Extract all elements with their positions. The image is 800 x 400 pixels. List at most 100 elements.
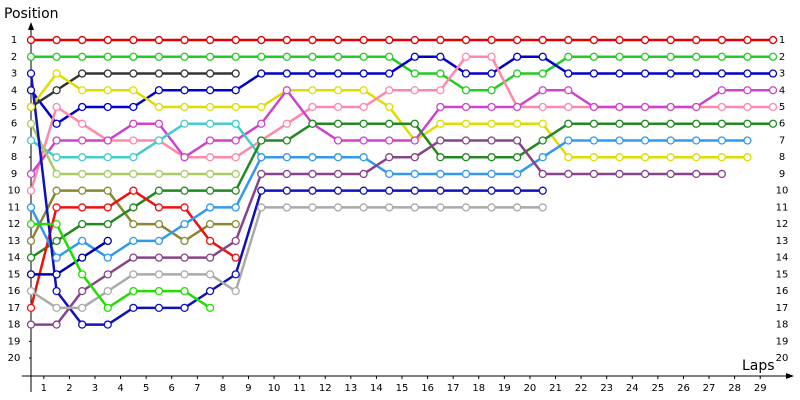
lap-marker bbox=[103, 320, 112, 329]
lap-marker bbox=[436, 136, 445, 145]
x-tick-label: 15 bbox=[396, 383, 409, 394]
y-tick-label: 6 bbox=[11, 119, 17, 130]
lap-marker bbox=[257, 102, 266, 112]
lap-marker bbox=[410, 86, 419, 95]
lap-marker bbox=[615, 102, 624, 112]
lap-marker bbox=[666, 35, 675, 45]
lap-marker bbox=[666, 102, 675, 112]
lap-marker bbox=[538, 86, 547, 95]
lap-marker bbox=[359, 153, 368, 162]
lap-marker bbox=[52, 169, 61, 179]
lap-marker bbox=[282, 52, 292, 61]
lap-marker bbox=[205, 303, 215, 312]
lap-marker bbox=[26, 303, 36, 312]
lap-marker bbox=[385, 186, 394, 195]
lap-marker bbox=[205, 286, 215, 296]
lap-marker bbox=[410, 35, 419, 45]
lap-marker bbox=[461, 119, 471, 128]
lap-marker bbox=[205, 270, 215, 279]
lap-marker bbox=[461, 52, 471, 61]
lap-marker bbox=[640, 35, 650, 45]
lap-marker bbox=[78, 169, 87, 179]
lap-marker bbox=[512, 186, 522, 195]
lap-marker bbox=[103, 220, 112, 229]
lap-marker bbox=[282, 35, 292, 45]
lap-marker bbox=[743, 153, 752, 162]
lap-marker bbox=[180, 253, 189, 262]
y-tick-label: 12 bbox=[8, 219, 21, 230]
lap-marker bbox=[666, 136, 675, 145]
lap-marker bbox=[589, 136, 599, 145]
lap-marker bbox=[640, 52, 650, 61]
lap-marker bbox=[538, 186, 547, 195]
lap-marker bbox=[26, 52, 36, 61]
lap-marker bbox=[52, 270, 61, 279]
lap-marker bbox=[538, 102, 547, 112]
lap-marker bbox=[52, 35, 61, 45]
lap-marker bbox=[103, 186, 112, 195]
y-tick-label-right: 13 bbox=[776, 236, 789, 247]
lap-marker bbox=[52, 203, 61, 212]
lap-marker bbox=[231, 203, 240, 212]
lap-marker bbox=[154, 102, 164, 112]
lap-marker bbox=[78, 270, 87, 279]
x-tick-label: 4 bbox=[117, 383, 123, 394]
series-line bbox=[29, 123, 236, 176]
lap-marker bbox=[615, 35, 624, 45]
lap-marker bbox=[692, 69, 701, 78]
lap-marker bbox=[129, 136, 138, 145]
lap-marker bbox=[564, 102, 573, 112]
lap-marker bbox=[154, 303, 164, 312]
lap-marker bbox=[333, 102, 343, 112]
lap-marker bbox=[231, 253, 240, 262]
lap-marker bbox=[359, 35, 368, 45]
lap-marker bbox=[231, 286, 240, 296]
lap-marker bbox=[538, 169, 547, 179]
lap-marker bbox=[180, 35, 189, 45]
lap-marker bbox=[385, 86, 394, 95]
lap-marker bbox=[154, 119, 164, 128]
series-line bbox=[30, 71, 748, 159]
lap-marker bbox=[436, 169, 445, 179]
lap-marker bbox=[129, 286, 138, 296]
lap-marker bbox=[180, 186, 189, 195]
y-tick-label: 11 bbox=[8, 202, 21, 213]
lap-marker bbox=[257, 35, 266, 45]
lap-marker bbox=[564, 169, 573, 179]
x-tick-label: 24 bbox=[626, 383, 639, 394]
x-tick-label: 1 bbox=[41, 383, 47, 394]
lap-marker bbox=[282, 69, 292, 78]
lap-marker bbox=[564, 153, 573, 162]
lap-marker bbox=[180, 270, 189, 279]
lap-marker bbox=[154, 69, 164, 78]
lap-marker bbox=[538, 136, 547, 145]
y-tick-label-right: 19 bbox=[776, 336, 789, 347]
y-tick-label-right: 12 bbox=[776, 219, 789, 230]
lap-marker bbox=[385, 102, 394, 112]
lap-marker bbox=[436, 52, 445, 61]
lap-marker bbox=[26, 136, 36, 145]
lap-marker bbox=[589, 102, 599, 112]
lap-marker bbox=[461, 153, 471, 162]
lap-marker bbox=[333, 203, 343, 212]
lap-marker bbox=[308, 86, 317, 95]
lap-marker bbox=[78, 153, 87, 162]
y-tick-label-right: 6 bbox=[779, 119, 785, 130]
lap-marker bbox=[640, 169, 650, 179]
lap-marker bbox=[205, 35, 215, 45]
lap-marker bbox=[180, 236, 189, 246]
lap-marker bbox=[129, 270, 138, 279]
lap-marker bbox=[436, 35, 445, 45]
lap-marker bbox=[512, 136, 522, 145]
lap-marker bbox=[180, 169, 189, 179]
y-tick-label: 5 bbox=[11, 102, 17, 113]
lap-marker bbox=[768, 102, 778, 112]
lap-marker bbox=[78, 69, 87, 78]
lap-marker bbox=[257, 203, 266, 212]
lap-marker bbox=[666, 119, 675, 128]
lap-marker bbox=[436, 119, 445, 128]
lap-marker bbox=[333, 153, 343, 162]
lap-marker bbox=[333, 186, 343, 195]
lap-marker bbox=[154, 236, 164, 246]
lap-marker bbox=[692, 52, 701, 61]
